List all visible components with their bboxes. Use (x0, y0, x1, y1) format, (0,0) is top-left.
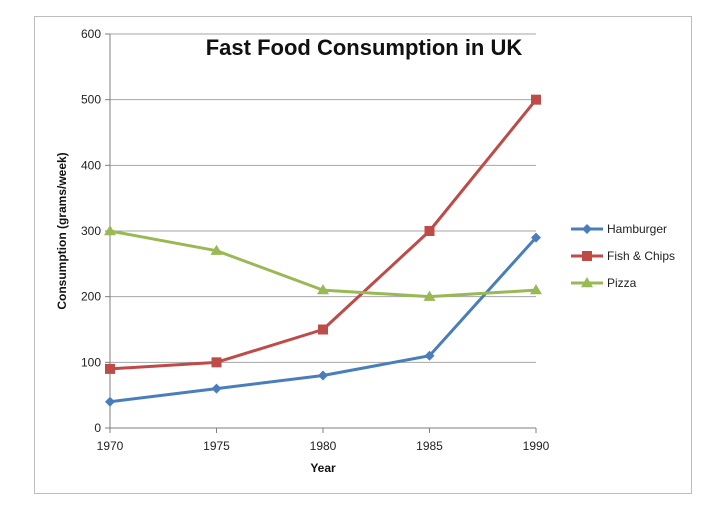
y-tick-labels: 0 100 200 300 400 500 600 (81, 27, 101, 435)
data-point-fish-chips (105, 363, 115, 374)
data-point-pizza (317, 284, 329, 295)
y-axis-title: Consumption (grams/week) (55, 152, 69, 309)
legend-marker-hamburger (582, 224, 592, 234)
x-tick-label: 1985 (416, 439, 443, 453)
data-point-hamburger (531, 232, 541, 243)
x-tick-label: 1975 (203, 439, 230, 453)
y-tick-label: 300 (81, 224, 101, 238)
chart-title: Fast Food Consumption in UK (206, 35, 523, 60)
y-tick-label: 0 (94, 421, 101, 435)
series-lines (109, 98, 538, 404)
legend-marker-pizza (581, 277, 593, 288)
y-tick-label: 100 (81, 355, 101, 369)
data-point-fish-chips (211, 357, 222, 368)
data-point-hamburger (318, 370, 328, 381)
data-point-pizza (210, 244, 223, 255)
data-point-hamburger (424, 350, 435, 361)
y-tick-label: 500 (81, 93, 101, 107)
x-axis-title: Year (310, 461, 336, 475)
data-point-hamburger (105, 396, 115, 407)
x-tick-labels: 1970 1975 1980 1985 1990 (97, 439, 550, 453)
legend-label-hamburger: Hamburger (607, 222, 667, 236)
y-tick-label: 400 (81, 158, 101, 172)
x-tick-label: 1990 (523, 439, 550, 453)
y-tick-label: 600 (81, 27, 101, 41)
legend-label-fish-chips: Fish & Chips (607, 249, 675, 263)
x-tick-label: 1970 (97, 439, 124, 453)
data-point-hamburger (211, 383, 222, 394)
chart-frame (34, 16, 692, 494)
legend-marker-fish-chips (582, 251, 592, 261)
data-point-pizza (423, 290, 436, 301)
data-point-fish-chips (318, 324, 328, 335)
data-point-fish-chips (424, 226, 435, 236)
legend-label-pizza: Pizza (607, 276, 637, 290)
x-tick-label: 1980 (310, 439, 337, 453)
legend: Hamburger Fish & Chips Pizza (571, 222, 675, 290)
data-point-pizza (530, 284, 542, 295)
gridlines (110, 33, 536, 363)
data-point-fish-chips (531, 94, 541, 105)
data-point-pizza (104, 225, 116, 236)
series-markers (104, 94, 542, 407)
y-tick-label: 200 (81, 290, 101, 304)
